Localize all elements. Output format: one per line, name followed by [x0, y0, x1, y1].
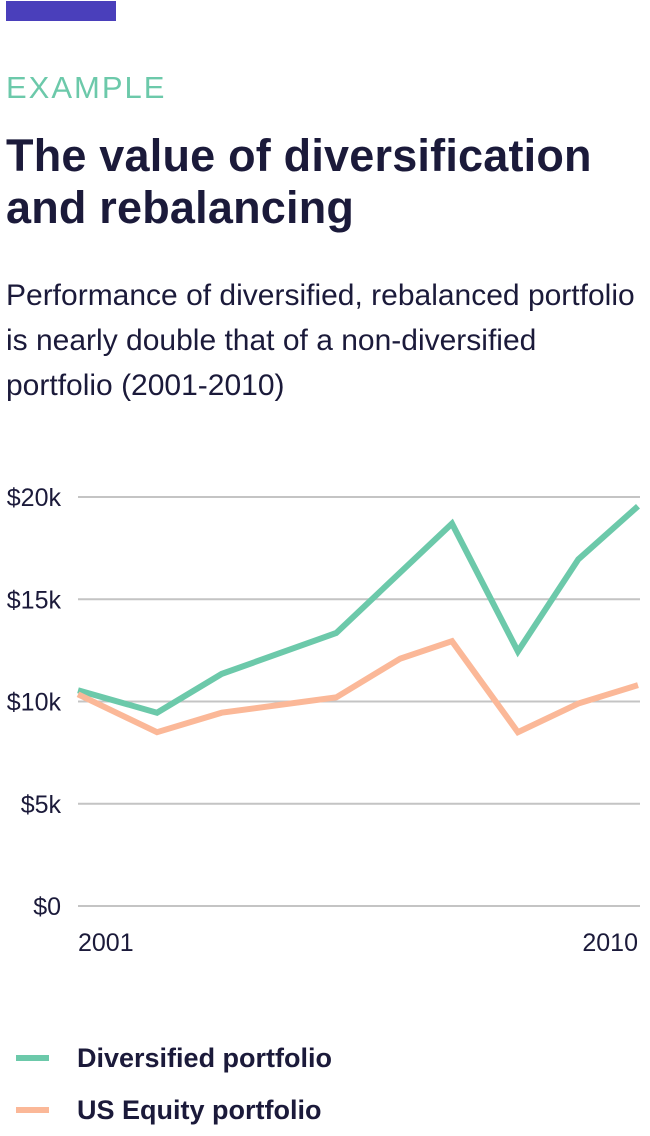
series-line-diversified — [77, 503, 640, 716]
eyebrow-label: EXAMPLE — [6, 70, 167, 105]
y-tick-label: $15k — [7, 586, 62, 614]
legend-label: Diversified portfolio — [77, 1042, 333, 1073]
legend-item-diversified: Diversified portfolio — [16, 1032, 332, 1084]
line-chart: $20k $15k $10k $5k $0 2001 2010 — [7, 484, 640, 957]
y-tick-label: $10k — [7, 689, 62, 717]
series-lines — [76, 503, 640, 736]
x-tick-label: 2010 — [582, 929, 638, 957]
x-tick-label: 2001 — [78, 929, 134, 957]
y-axis-labels: $20k $15k $10k $5k $0 — [7, 484, 62, 921]
y-tick-label: $20k — [7, 484, 62, 512]
y-tick-label: $0 — [33, 893, 61, 921]
page-title: The value of diversification and rebalan… — [6, 130, 592, 233]
grid-lines — [78, 496, 640, 907]
page-subtitle: Performance of diversified, rebalanced p… — [6, 279, 635, 402]
legend-swatch-diversified — [16, 1055, 49, 1061]
y-tick-label: $5k — [21, 791, 62, 819]
x-axis-labels: 2001 2010 — [78, 929, 638, 957]
legend-label: US Equity portfolio — [77, 1094, 322, 1125]
legend-swatch-us-equity — [16, 1107, 49, 1113]
accent-bar — [6, 1, 116, 21]
legend-item-us-equity: US Equity portfolio — [16, 1084, 332, 1136]
chart-legend: Diversified portfolio US Equity portfoli… — [16, 1032, 332, 1136]
series-line-us-equity — [76, 637, 639, 736]
